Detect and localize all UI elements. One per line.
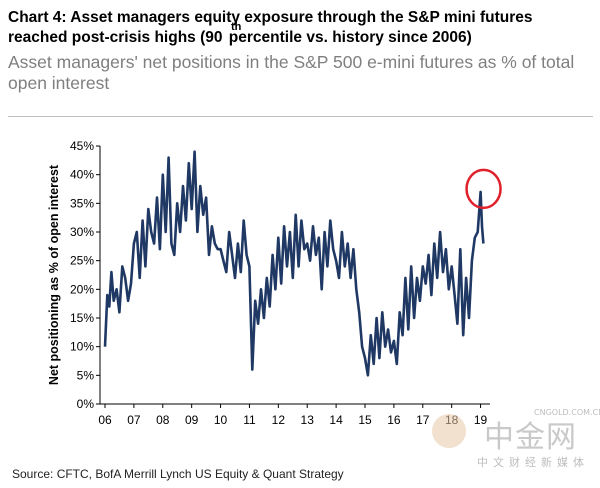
x-tick-label: 08 — [156, 413, 170, 427]
x-tick-label: 06 — [98, 413, 112, 427]
y-tick-label: 0% — [77, 397, 95, 411]
chart-title-line1: Chart 4: Asset managers equity exposure … — [8, 9, 533, 26]
watermark-url: CNGOLD.COM.CN — [534, 408, 600, 417]
y-tick-label: 20% — [70, 282, 94, 296]
y-axis-label: Net positioning as % of open interest — [47, 164, 61, 385]
annotation-group — [465, 168, 502, 210]
series-group — [103, 150, 485, 377]
x-tick-label: 17 — [416, 413, 430, 427]
title-divider — [8, 116, 593, 117]
x-tick-label: 15 — [358, 413, 372, 427]
x-tick-label: 11 — [243, 413, 256, 427]
watermark-logo-icon — [432, 414, 466, 448]
x-tick-label: 16 — [387, 413, 401, 427]
highlight-circle — [465, 168, 502, 210]
x-tick-label: 19 — [474, 413, 488, 427]
y-tick-label: 35% — [70, 196, 94, 210]
chart-title-superscript: th — [231, 21, 242, 33]
watermark-brand: 中金网 — [484, 420, 577, 455]
chart-axes: 0% 5% 10% 15% 20% 25% 30% 35% 40% 45% 06 07 08 09 10 11… — [70, 139, 490, 427]
x-tick-label: 07 — [127, 413, 141, 427]
x-tick-label: 14 — [329, 413, 343, 427]
x-tick-label: 09 — [185, 413, 199, 427]
x-tick-label: 10 — [214, 413, 228, 427]
source-note: Source: CFTC, BofA Merrill Lynch US Equi… — [12, 467, 344, 481]
y-tick-label: 5% — [77, 368, 95, 382]
watermark: CNGOLD.COM.CN 中金网 中文财经新媒体 — [432, 408, 600, 478]
chart-title-line2-end: percentile vs. history since 2006) — [224, 29, 472, 46]
watermark-subtitle: 中文财经新媒体 — [477, 456, 589, 469]
y-tick-label: 15% — [70, 311, 94, 325]
x-tick-label: 12 — [272, 413, 286, 427]
series-line-net-positioning — [103, 150, 485, 377]
y-axis-label-group: Net positioning as % of open interest — [47, 164, 61, 385]
y-tick-label: 40% — [70, 168, 94, 182]
chart-subtitle: Asset managers' net positions in the S&P… — [8, 52, 575, 93]
y-tick-label: 30% — [70, 225, 94, 239]
y-tick-label: 25% — [70, 254, 94, 268]
chart-title-block: Chart 4: Asset managers equity exposure … — [8, 8, 593, 94]
x-tick-label: 13 — [301, 413, 315, 427]
y-tick-label: 45% — [70, 139, 94, 153]
y-tick-label: 10% — [70, 340, 94, 354]
chart-title-line2: reached post-crisis highs (90 th percenti… — [8, 21, 593, 48]
chart-title-line2-start: reached post-crisis highs (90 — [8, 29, 223, 46]
